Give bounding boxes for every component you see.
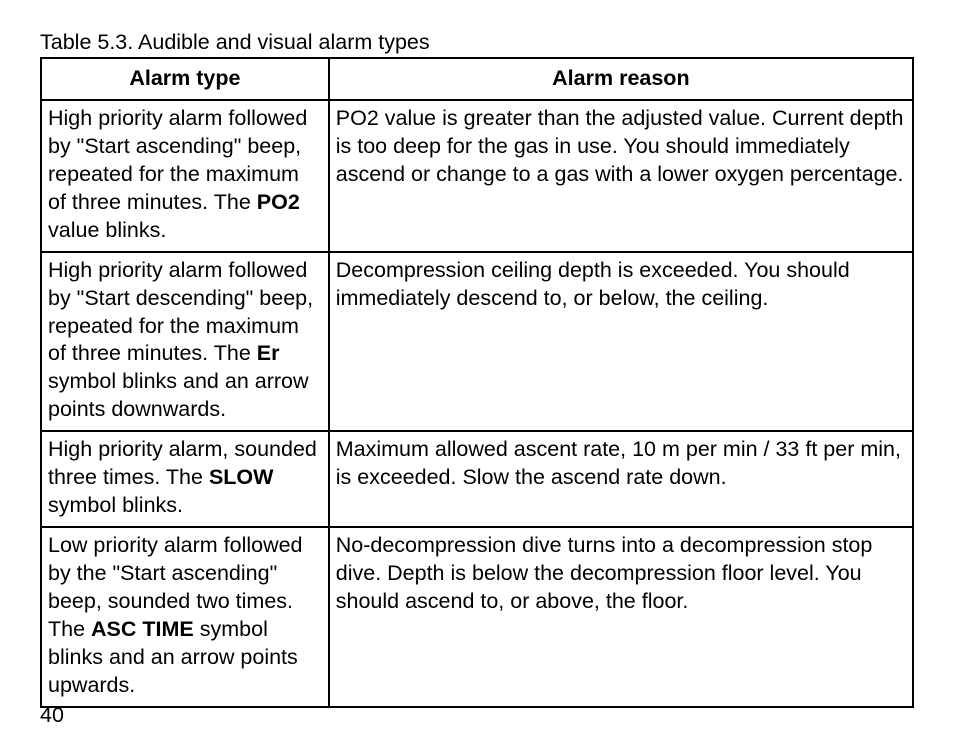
text-segment: SLOW: [209, 465, 274, 489]
alarm-reason-cell: PO2 value is greater than the adjusted v…: [329, 100, 913, 252]
table-row: Low priority alarm followed by the "Star…: [41, 527, 913, 707]
text-segment: symbol blinks.: [48, 493, 183, 517]
alarm-type-cell: High priority alarm, sounded three times…: [41, 431, 329, 527]
alarm-reason-cell: No-decompression dive turns into a decom…: [329, 527, 913, 707]
table-header-row: Alarm type Alarm reason: [41, 58, 913, 100]
alarm-type-cell: High priority alarm followed by "Start d…: [41, 252, 329, 432]
page-number: 40: [40, 703, 64, 728]
col-header-reason: Alarm reason: [329, 58, 913, 100]
alarm-reason-cell: Decompression ceiling depth is exceeded.…: [329, 252, 913, 432]
alarm-type-cell: Low priority alarm followed by the "Star…: [41, 527, 329, 707]
text-segment: ASC TIME: [91, 617, 194, 641]
text-segment: value blinks.: [48, 218, 166, 242]
text-segment: High priority alarm, sounded three times…: [48, 437, 317, 489]
alarm-type-cell: High priority alarm followed by "Start a…: [41, 100, 329, 252]
table-body: High priority alarm followed by "Start a…: [41, 100, 913, 707]
text-segment: PO2 value is greater than the adjusted v…: [336, 106, 904, 186]
col-header-type: Alarm type: [41, 58, 329, 100]
text-segment: No-decompression dive turns into a decom…: [336, 533, 873, 613]
table-caption: Table 5.3. Audible and visual alarm type…: [40, 30, 914, 55]
text-segment: Er: [257, 341, 280, 365]
text-segment: Maximum allowed ascent rate, 10 m per mi…: [336, 437, 901, 489]
table-row: High priority alarm, sounded three times…: [41, 431, 913, 527]
alarm-table: Alarm type Alarm reason High priority al…: [40, 57, 914, 708]
table-row: High priority alarm followed by "Start a…: [41, 100, 913, 252]
alarm-reason-cell: Maximum allowed ascent rate, 10 m per mi…: [329, 431, 913, 527]
page: Table 5.3. Audible and visual alarm type…: [0, 0, 954, 756]
text-segment: symbol blinks and an arrow points downwa…: [48, 369, 309, 421]
text-segment: PO2: [257, 190, 300, 214]
text-segment: Decompression ceiling depth is exceeded.…: [336, 258, 850, 310]
table-row: High priority alarm followed by "Start d…: [41, 252, 913, 432]
